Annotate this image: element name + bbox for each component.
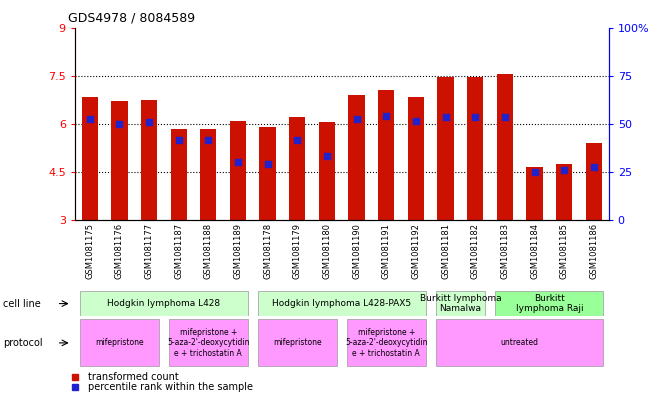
Bar — [319, 122, 335, 220]
Point — [292, 137, 303, 143]
Point — [85, 116, 95, 122]
Text: mifepristone +
5-aza-2'-deoxycytidin
e + trichostatin A: mifepristone + 5-aza-2'-deoxycytidin e +… — [167, 328, 249, 358]
Bar — [527, 167, 543, 220]
Text: mifepristone: mifepristone — [273, 338, 322, 347]
Bar — [80, 291, 247, 316]
Text: cell line: cell line — [3, 299, 41, 309]
Point — [411, 118, 421, 124]
Point — [173, 137, 184, 143]
Text: Burkitt
lymphoma Raji: Burkitt lymphoma Raji — [516, 294, 583, 313]
Point — [144, 119, 154, 125]
Point — [589, 164, 599, 170]
Text: GDS4978 / 8084589: GDS4978 / 8084589 — [68, 11, 195, 24]
Text: percentile rank within the sample: percentile rank within the sample — [88, 382, 253, 392]
Bar — [230, 121, 246, 220]
Bar — [260, 127, 276, 220]
Bar — [348, 95, 365, 220]
Text: transformed count: transformed count — [88, 372, 178, 382]
Bar — [258, 291, 426, 316]
Point — [203, 137, 214, 143]
Bar — [436, 319, 603, 366]
Bar — [141, 100, 157, 220]
Point — [352, 116, 362, 122]
Bar — [556, 164, 572, 220]
Point — [440, 114, 450, 121]
Point — [529, 169, 540, 175]
Bar — [497, 74, 513, 220]
Bar — [258, 319, 337, 366]
Text: Burkitt lymphoma
Namalwa: Burkitt lymphoma Namalwa — [420, 294, 501, 313]
Bar — [436, 291, 485, 316]
Text: mifepristone +
5-aza-2'-deoxycytidin
e + trichostatin A: mifepristone + 5-aza-2'-deoxycytidin e +… — [345, 328, 428, 358]
Bar — [171, 129, 187, 220]
Point — [233, 159, 243, 165]
Point — [500, 114, 510, 121]
Text: protocol: protocol — [3, 338, 43, 348]
Bar — [81, 97, 98, 220]
Bar — [111, 101, 128, 220]
Bar — [437, 77, 454, 220]
Bar — [80, 319, 159, 366]
Bar — [378, 90, 395, 220]
Text: untreated: untreated — [501, 338, 539, 347]
Bar — [347, 319, 426, 366]
Bar — [169, 319, 247, 366]
Point — [114, 121, 124, 127]
Point — [381, 113, 391, 119]
Bar — [495, 291, 603, 316]
Bar — [200, 129, 217, 220]
Text: mifepristone: mifepristone — [95, 338, 144, 347]
Point — [322, 153, 332, 159]
Bar — [586, 143, 602, 220]
Point — [559, 167, 570, 173]
Point — [262, 161, 273, 167]
Text: Hodgkin lymphoma L428: Hodgkin lymphoma L428 — [107, 299, 221, 308]
Bar — [467, 77, 484, 220]
Text: Hodgkin lymphoma L428-PAX5: Hodgkin lymphoma L428-PAX5 — [272, 299, 411, 308]
Bar — [289, 118, 305, 220]
Point — [470, 114, 480, 121]
Bar — [408, 97, 424, 220]
